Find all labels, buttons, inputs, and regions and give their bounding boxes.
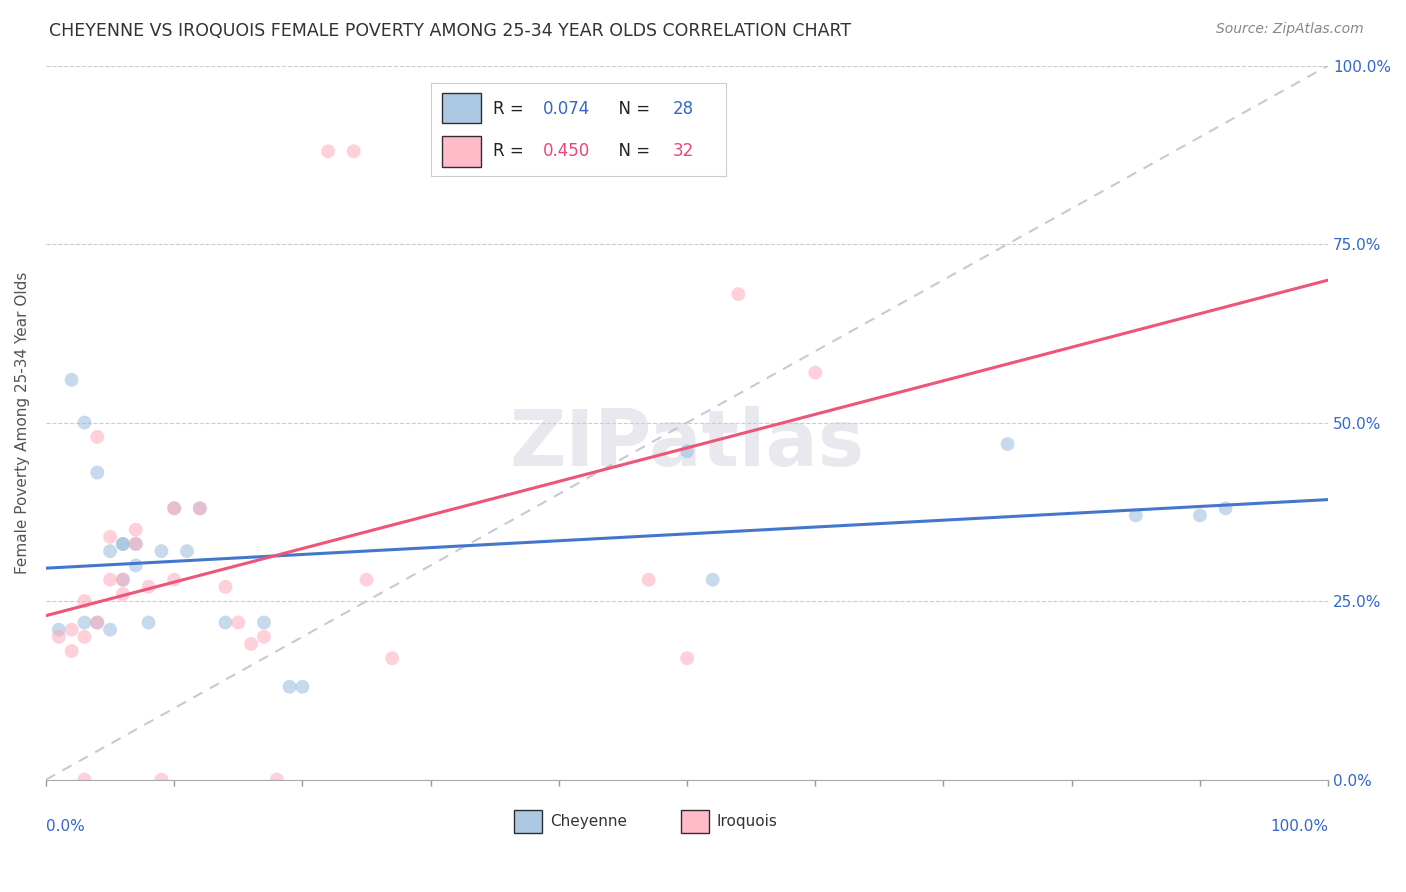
Point (240, 637, 263, 651)
Point (253, 630, 276, 644)
Point (73, 416, 96, 430)
Point (278, 680, 301, 694)
Point (98, 623, 121, 637)
Point (111, 573, 134, 587)
Point (676, 444, 699, 458)
Point (86, 615, 108, 630)
Text: ZIPatlas: ZIPatlas (509, 406, 865, 482)
Point (98, 573, 121, 587)
Point (98, 544, 121, 558)
Text: 0.0%: 0.0% (46, 819, 84, 834)
Point (253, 615, 276, 630)
Point (1188, 508, 1211, 523)
Point (111, 573, 134, 587)
Point (188, 501, 211, 516)
Point (343, 145, 366, 159)
Point (163, 501, 186, 516)
Point (676, 651, 699, 665)
Point (60, 623, 83, 637)
Point (356, 573, 378, 587)
Point (111, 537, 134, 551)
Point (266, 772, 288, 787)
Point (86, 615, 108, 630)
Point (702, 573, 724, 587)
Text: Cheyenne: Cheyenne (550, 814, 627, 830)
Point (997, 437, 1019, 451)
Point (150, 544, 173, 558)
Point (163, 573, 186, 587)
Point (111, 587, 134, 601)
Point (125, 537, 148, 551)
Point (125, 558, 148, 573)
Point (1125, 508, 1147, 523)
Point (125, 537, 148, 551)
Point (163, 501, 186, 516)
Point (381, 651, 404, 665)
Y-axis label: Female Poverty Among 25-34 Year Olds: Female Poverty Among 25-34 Year Olds (15, 271, 30, 574)
Point (73, 630, 96, 644)
Text: Iroquois: Iroquois (717, 814, 778, 830)
FancyBboxPatch shape (515, 810, 543, 833)
Text: CHEYENNE VS IROQUOIS FEMALE POVERTY AMONG 25-34 YEAR OLDS CORRELATION CHART: CHEYENNE VS IROQUOIS FEMALE POVERTY AMON… (49, 22, 852, 40)
Point (48, 630, 70, 644)
Point (150, 772, 173, 787)
FancyBboxPatch shape (681, 810, 709, 833)
Point (176, 544, 198, 558)
Point (727, 287, 749, 301)
Text: 100.0%: 100.0% (1270, 819, 1329, 834)
Point (316, 145, 339, 159)
Point (98, 530, 121, 544)
Point (73, 594, 96, 608)
Point (60, 644, 83, 658)
Point (138, 580, 160, 594)
Point (214, 615, 236, 630)
Point (125, 523, 148, 537)
Point (73, 772, 96, 787)
Point (291, 680, 314, 694)
Point (138, 615, 160, 630)
Point (637, 573, 659, 587)
Text: Source: ZipAtlas.com: Source: ZipAtlas.com (1216, 22, 1364, 37)
Point (86, 430, 108, 444)
Point (73, 615, 96, 630)
Point (226, 615, 249, 630)
Point (188, 501, 211, 516)
Point (804, 366, 827, 380)
Point (1215, 501, 1237, 516)
Point (111, 537, 134, 551)
Point (48, 623, 70, 637)
Point (86, 466, 108, 480)
Point (214, 580, 236, 594)
Point (60, 373, 83, 387)
